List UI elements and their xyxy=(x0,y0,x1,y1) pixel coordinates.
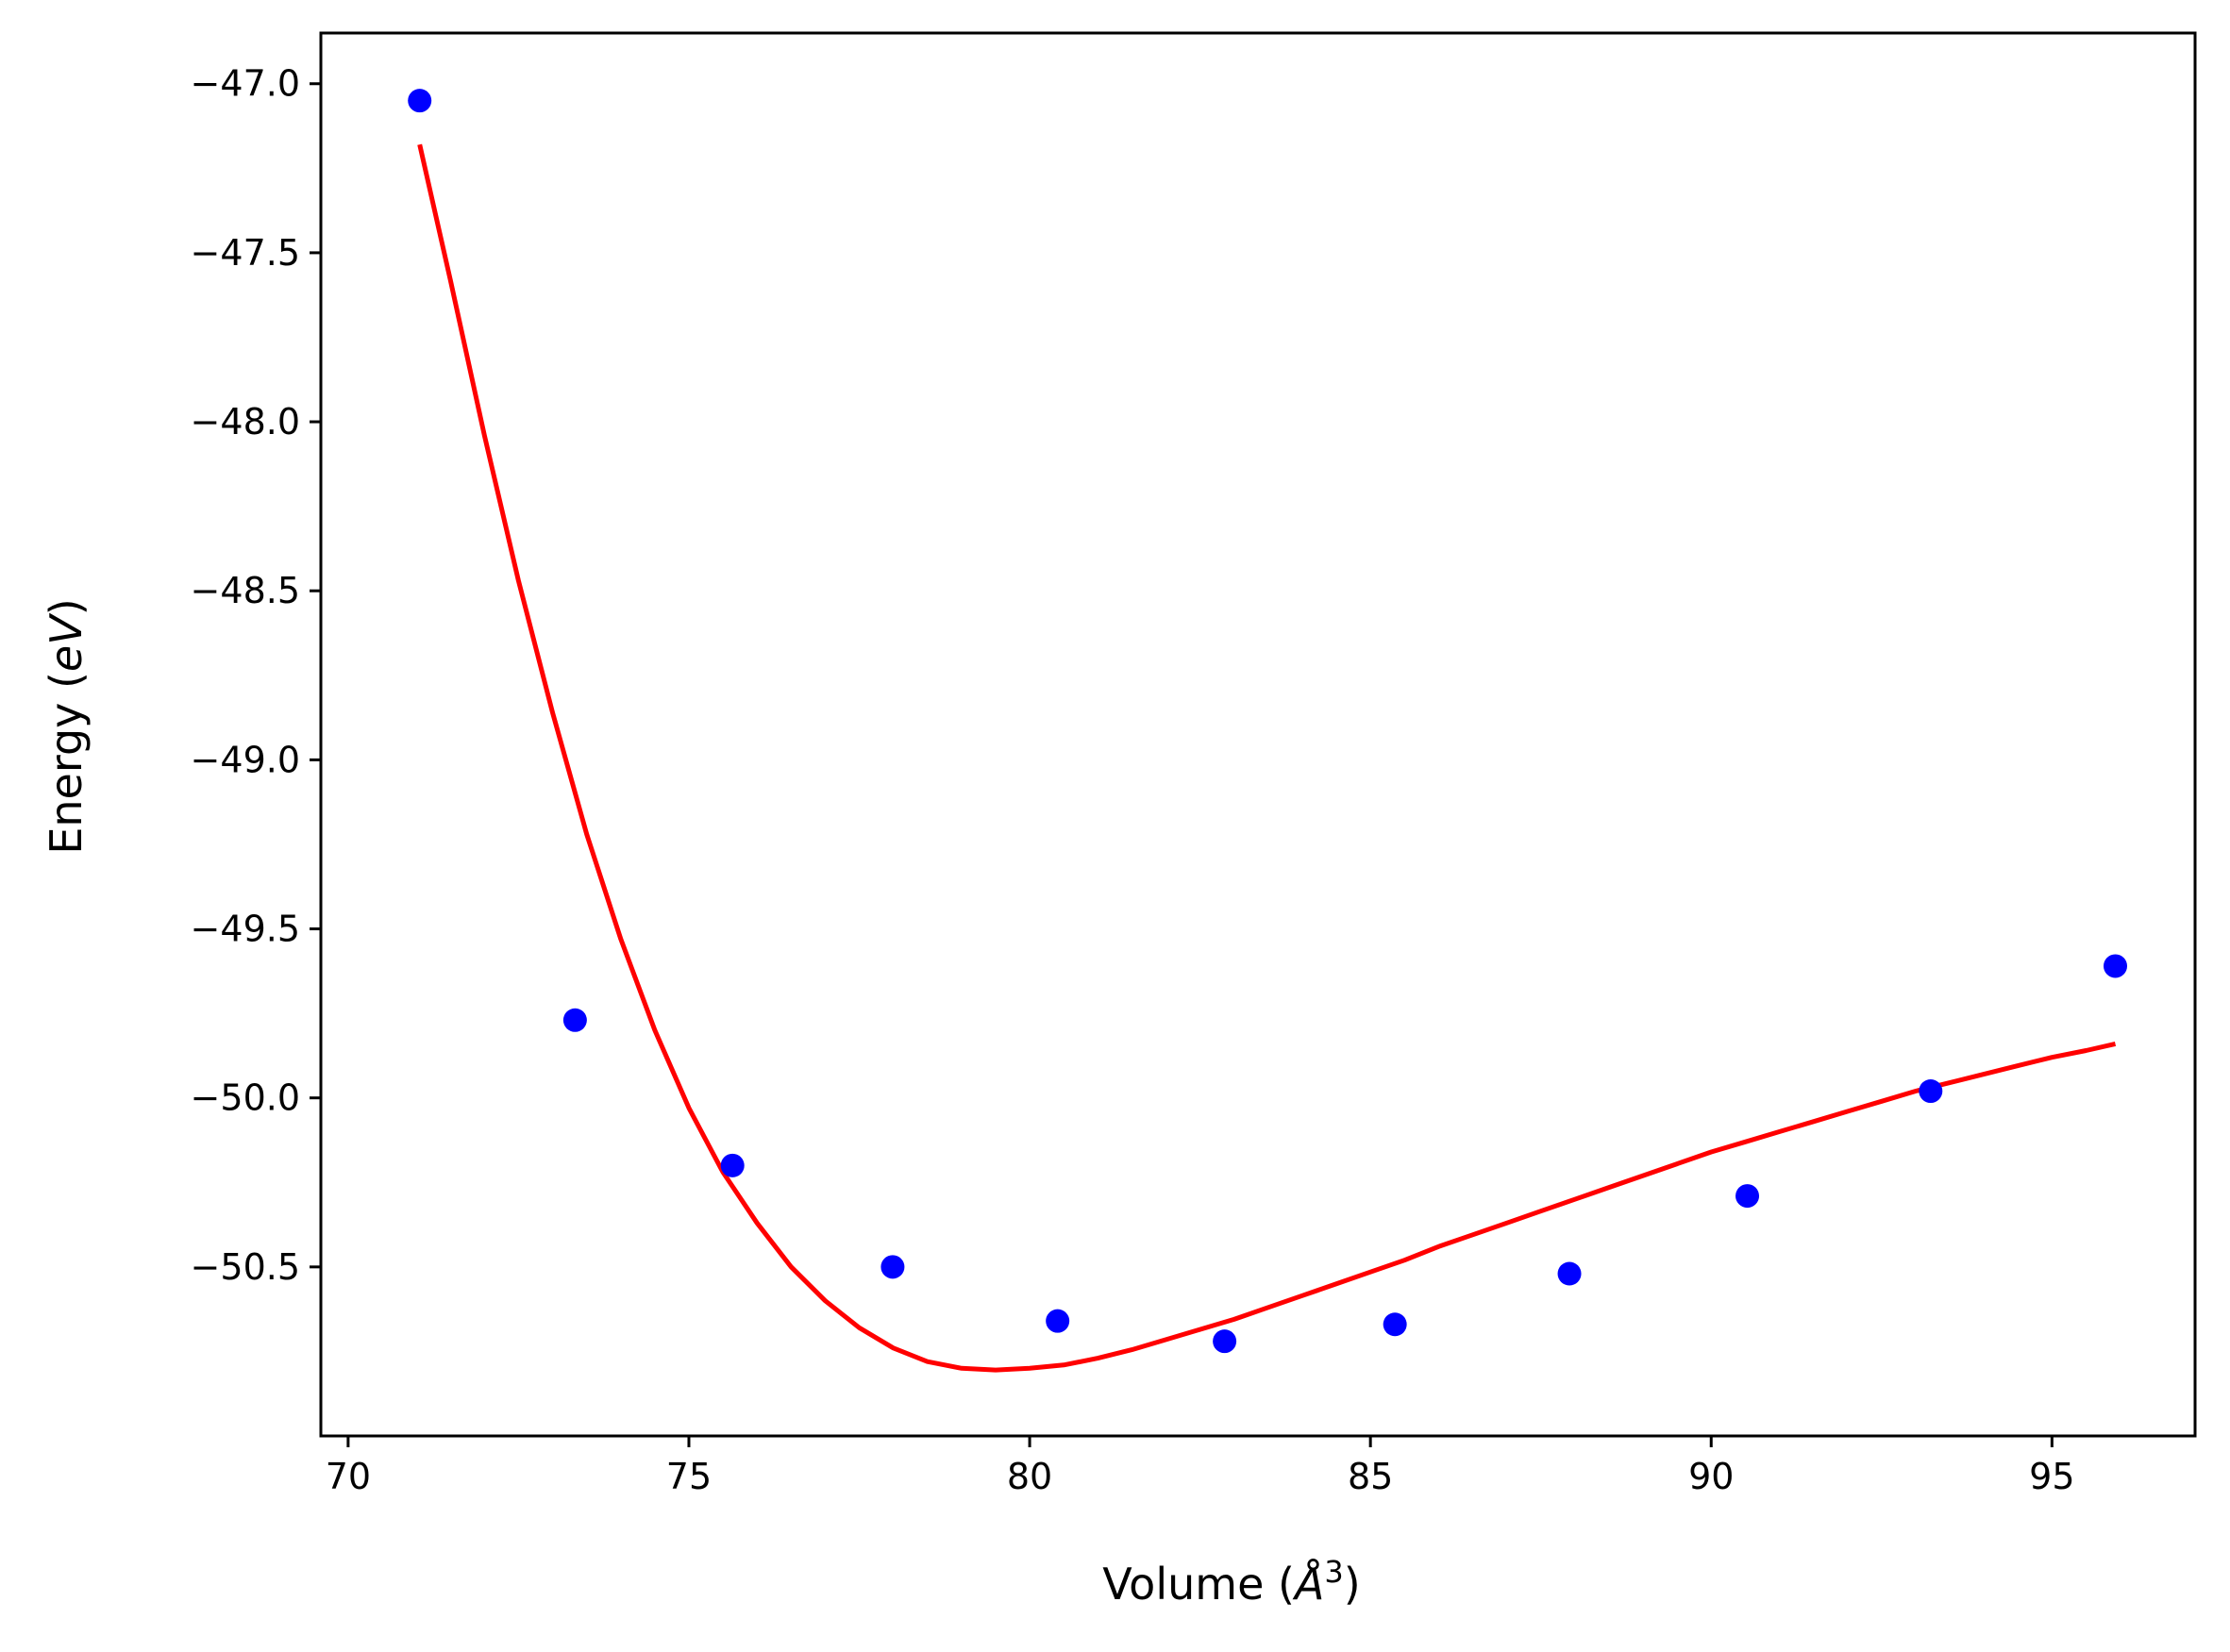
y-tick-label: −50.0 xyxy=(191,1077,300,1119)
y-tick-label: −48.0 xyxy=(191,401,300,442)
x-axis-title: Volume (Å3) xyxy=(1102,1554,1360,1610)
data-point xyxy=(1383,1312,1407,1337)
plot-area xyxy=(319,31,2197,1438)
y-axis-title-prefix: Energy ( xyxy=(41,672,92,855)
y-axis-ticks: −47.0 −47.5 −48.0 −48.5 −49.0 −49.5 −50.0 −50.5 xyxy=(191,63,321,1288)
data-point xyxy=(880,1255,905,1279)
plot-frame xyxy=(319,31,2197,1438)
y-tick-label: −48.5 xyxy=(191,570,300,611)
data-points-layer xyxy=(408,89,2128,1354)
data-point xyxy=(1213,1329,1237,1354)
x-axis-ticks: 70 75 80 85 90 95 xyxy=(326,1436,2075,1497)
fit-curve-line xyxy=(417,143,2117,1373)
data-point xyxy=(562,1008,587,1032)
x-tick-label: 85 xyxy=(1348,1456,1393,1497)
fit-curve-layer xyxy=(417,143,2117,1373)
x-tick-label: 90 xyxy=(1688,1456,1734,1497)
data-point xyxy=(1735,1184,1760,1209)
x-axis-title-symbol: Å xyxy=(1292,1559,1324,1610)
data-point xyxy=(1557,1261,1582,1286)
y-tick-label: −49.5 xyxy=(191,909,300,950)
y-axis-title-suffix: ) xyxy=(41,598,92,615)
x-axis-title-prefix: Volume ( xyxy=(1102,1559,1295,1610)
data-point xyxy=(1919,1079,1943,1104)
data-point xyxy=(1046,1309,1070,1333)
y-axis-title: Energy (eV) xyxy=(41,598,92,854)
x-tick-label: 70 xyxy=(326,1456,371,1497)
x-axis-title-superscript: 3 xyxy=(1324,1554,1343,1590)
y-tick-label: −47.5 xyxy=(191,232,300,274)
data-point xyxy=(2104,954,2128,978)
data-point xyxy=(720,1153,745,1177)
data-point xyxy=(408,89,432,113)
x-tick-label: 80 xyxy=(1007,1456,1052,1497)
y-tick-label: −50.5 xyxy=(191,1246,300,1288)
x-tick-label: 75 xyxy=(666,1456,712,1497)
y-tick-label: −47.0 xyxy=(191,63,300,105)
x-axis-title-suffix: ) xyxy=(1344,1559,1361,1610)
y-tick-label: −49.0 xyxy=(191,739,300,780)
y-axis-title-symbol: eV xyxy=(41,612,92,672)
x-tick-label: 95 xyxy=(2029,1456,2074,1497)
